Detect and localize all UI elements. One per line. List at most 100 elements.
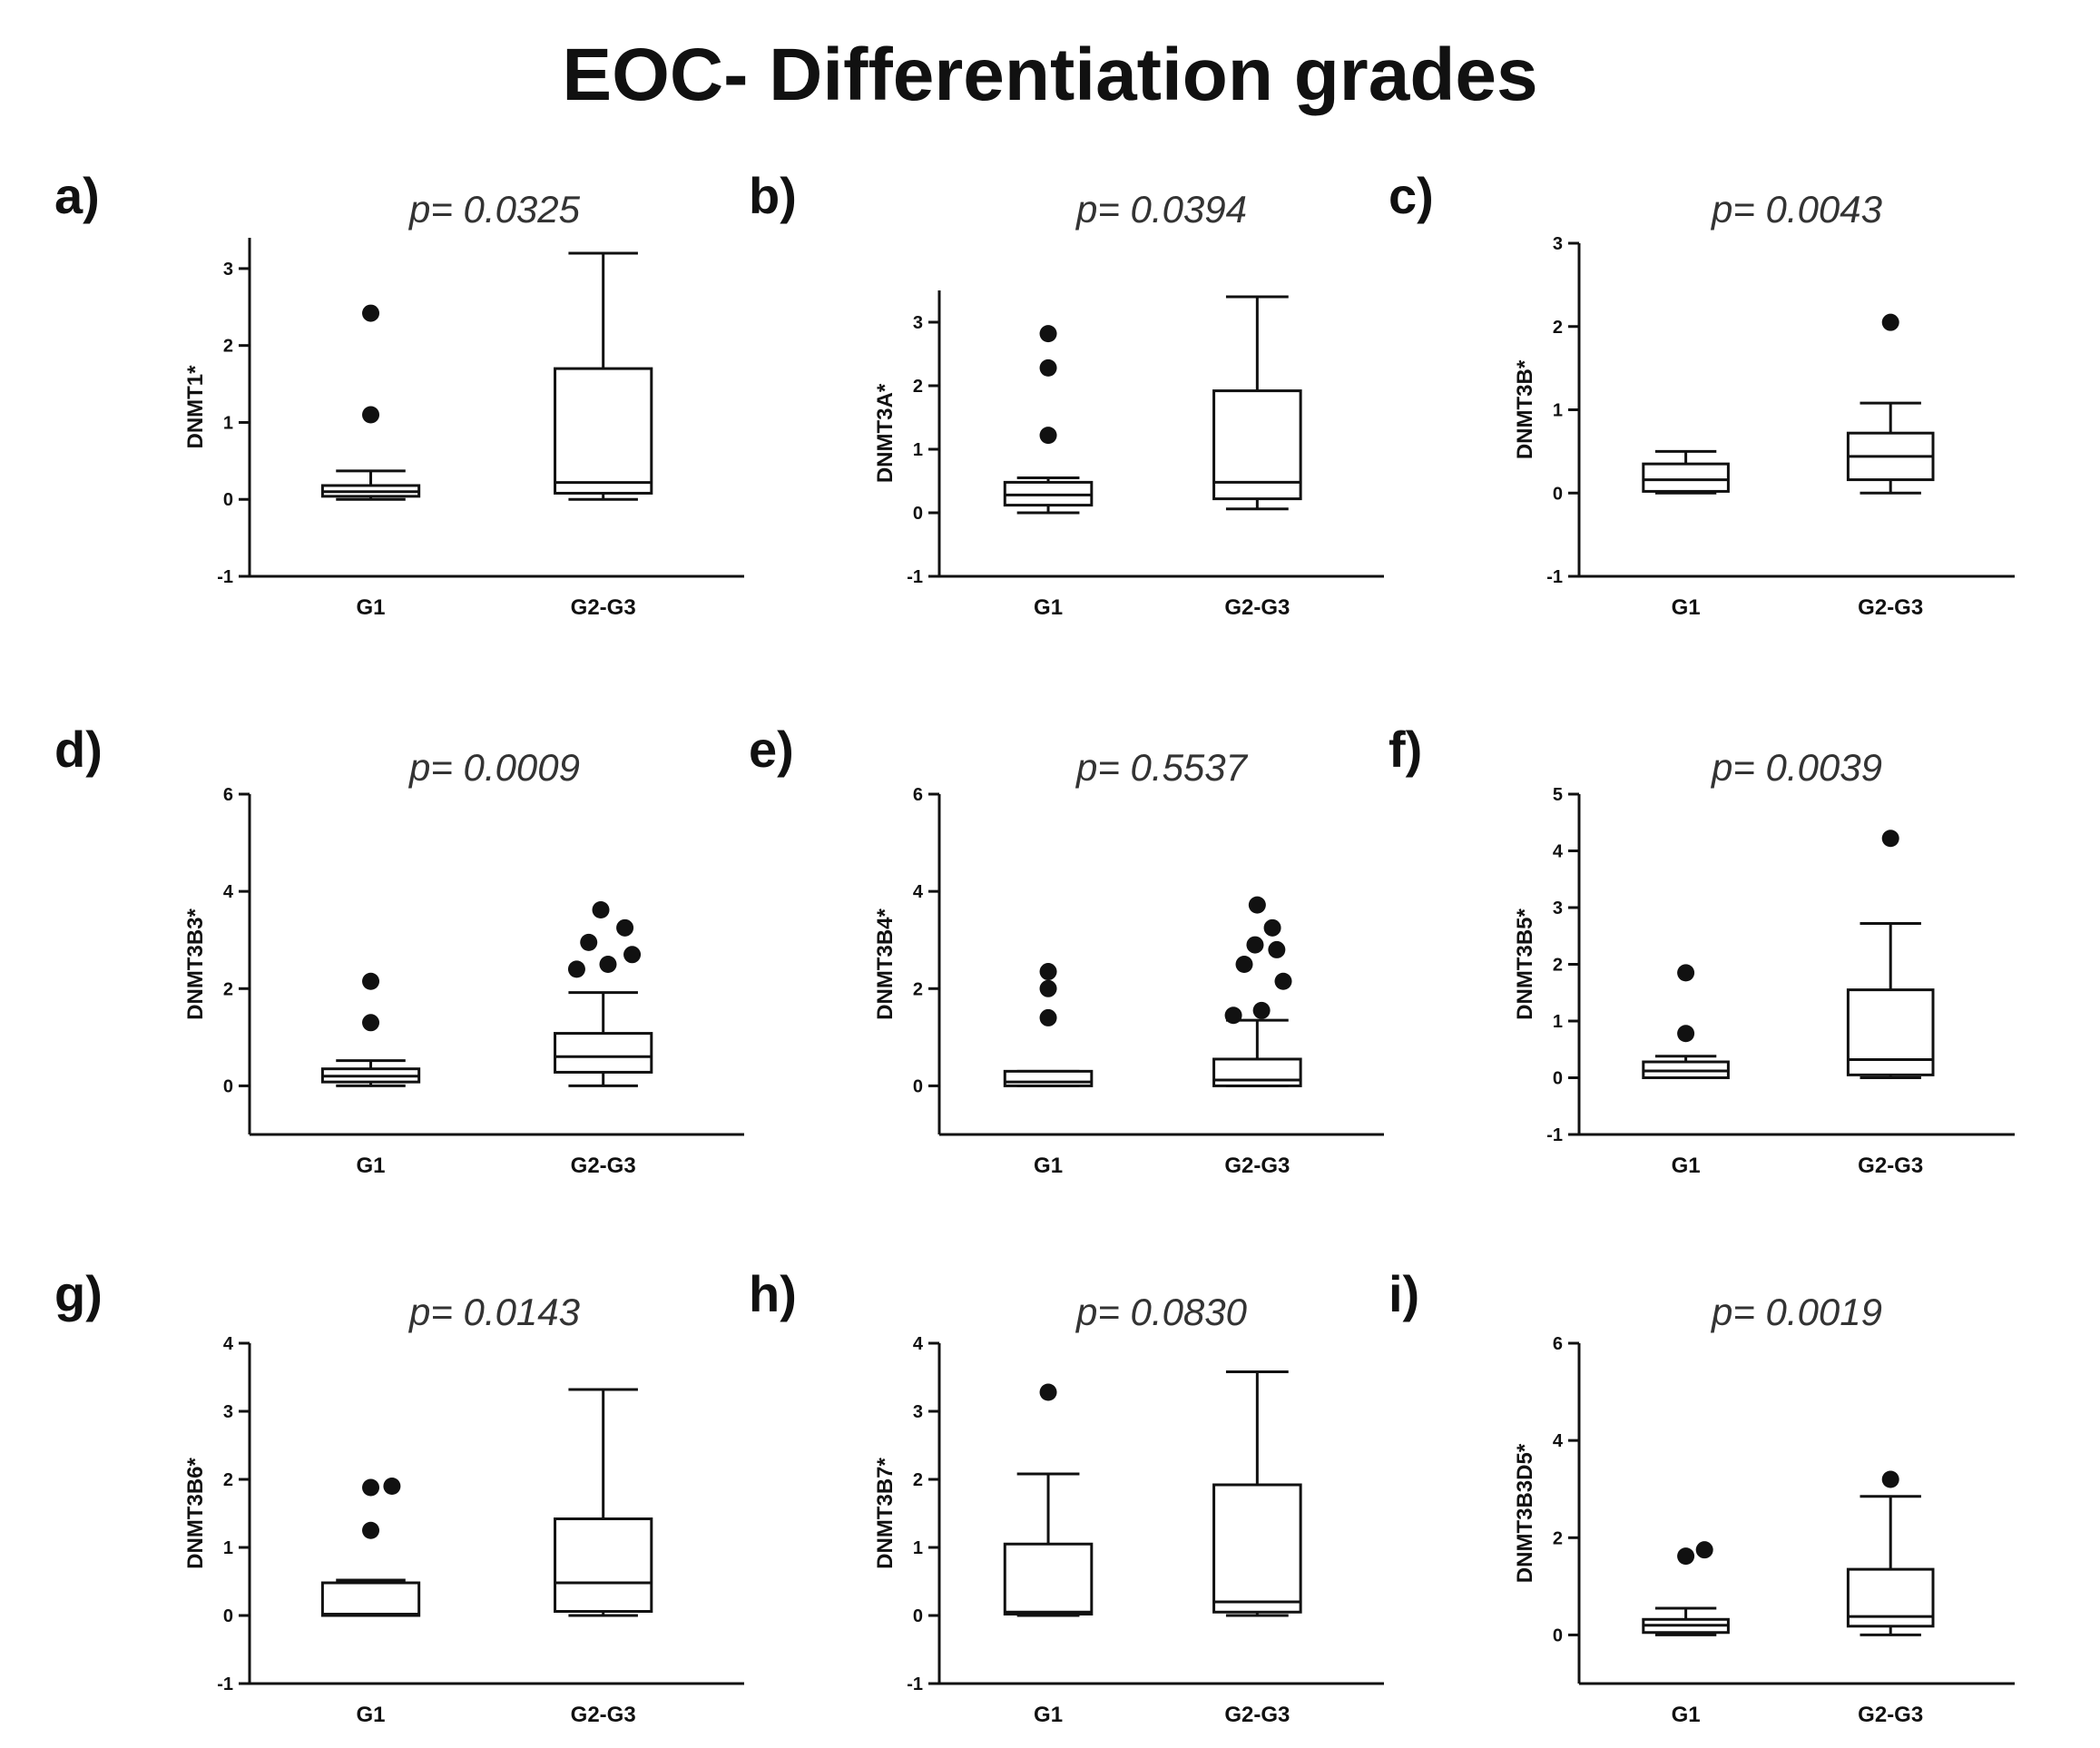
y-tick-label: 2: [913, 377, 923, 397]
y-tick-label: 0: [1553, 1625, 1563, 1645]
y-tick-label: 0: [223, 490, 233, 510]
box-g1: G1: [320, 972, 421, 1178]
x-category-label: G1: [1672, 1154, 1701, 1178]
y-tick-label: 1: [1553, 401, 1563, 421]
y-tick-label: 5: [1553, 785, 1563, 805]
outlier-point: [1695, 1541, 1713, 1559]
box-iqr: [1212, 389, 1302, 501]
panel-i: i) p= 0.0019 6 4 2 0 DNMT3B3D5* G1 G2-G3: [1389, 1265, 2015, 1727]
outlier-point: [592, 901, 610, 918]
box-g1: G1: [1003, 325, 1094, 620]
y-tick-label: 1: [223, 413, 233, 433]
box-g2-g3: G2-G3: [554, 1388, 653, 1727]
p-value-label: p= 0.0394: [1075, 188, 1247, 231]
y-axis-label: DNMT3B4*: [873, 908, 898, 1020]
panel-letter: a): [54, 167, 100, 224]
box-g1: G1: [320, 1478, 421, 1727]
box-iqr: [554, 1032, 653, 1074]
y-tick-label: 3: [223, 260, 233, 280]
outlier-point: [1039, 979, 1057, 997]
x-category-label: G1: [357, 1703, 386, 1727]
y-tick-label: 6: [223, 785, 233, 805]
panel-a: a) p= 0.0325 3 2 1 0 -1 DNMT1* G1 G2-G3: [54, 167, 744, 620]
panel-letter: e): [749, 721, 794, 778]
y-tick-label: 4: [913, 882, 924, 902]
outlier-point: [1039, 1008, 1057, 1026]
outlier-point: [1246, 936, 1264, 954]
y-axis-label: DNMT3B5*: [1513, 908, 1537, 1020]
outlier-point: [1881, 1470, 1899, 1488]
box-iqr: [1003, 1069, 1094, 1087]
y-tick-label: 2: [913, 1470, 923, 1490]
outlier-point: [1039, 963, 1057, 981]
outlier-point: [1677, 1547, 1695, 1566]
outlier-point: [383, 1478, 401, 1495]
x-category-label: G1: [1034, 1154, 1063, 1178]
p-value-label: p= 0.0019: [1710, 1291, 1882, 1333]
y-axis-label: DNMT3B7*: [873, 1458, 898, 1569]
p-value-label: p= 0.5537: [1075, 746, 1249, 789]
box-iqr: [554, 367, 653, 495]
box-g1: G1: [1003, 963, 1094, 1178]
x-category-label: G1: [1672, 595, 1701, 620]
y-tick-label: 1: [913, 440, 923, 460]
x-category-label: G1: [1034, 595, 1063, 620]
box-iqr: [1212, 1483, 1302, 1614]
outlier-point: [599, 956, 617, 973]
y-axis-label: DNMT3B3D5*: [1513, 1443, 1537, 1583]
y-tick-label: 4: [1553, 1431, 1564, 1451]
panel-b: b) p= 0.0394 3 2 1 0 -1 DNMT3A* G1 G2-G3: [749, 167, 1384, 620]
outlier-point: [1224, 1007, 1242, 1025]
box-g2-g3: G2-G3: [1212, 1370, 1302, 1727]
x-category-label: G2-G3: [1858, 1703, 1923, 1727]
outlier-point: [1677, 1025, 1695, 1043]
outlier-point: [1881, 830, 1899, 848]
y-axis-label: DNMT3B6*: [183, 1458, 208, 1569]
outlier-point: [623, 946, 642, 964]
y-tick-label: 0: [913, 1076, 923, 1096]
y-tick-label: 0: [223, 1606, 233, 1626]
outlier-point: [1252, 1001, 1271, 1019]
outlier-point: [616, 918, 634, 937]
x-category-label: G2-G3: [1224, 595, 1290, 620]
y-tick-label: -1: [907, 1674, 923, 1694]
panel-d: d) p= 0.0009 6 4 2 0 DNMT3B3* G1 G2-G3: [54, 721, 744, 1178]
box-g2-g3: G2-G3: [1846, 313, 1935, 620]
y-tick-label: 2: [223, 337, 233, 357]
p-value-label: p= 0.0830: [1075, 1291, 1248, 1333]
outlier-point: [362, 406, 380, 424]
y-tick-label: 6: [913, 785, 923, 805]
panel-f: f) p= 0.0039 5 4 3 2 1 0 -1 DNMT3B5* G1 G2-G3: [1389, 721, 2015, 1178]
box-g2-g3: G2-G3: [1846, 830, 1935, 1178]
outlier-point: [1677, 964, 1695, 982]
y-tick-label: 0: [1553, 484, 1563, 504]
panel-e: e) p= 0.5537 6 4 2 0 DNMT3B4* G1 G2-G3: [749, 721, 1384, 1178]
y-tick-label: -1: [1546, 1125, 1563, 1145]
y-tick-label: 3: [223, 1402, 233, 1422]
x-category-label: G2-G3: [1858, 1154, 1923, 1178]
outlier-point: [362, 1521, 380, 1539]
box-iqr: [1642, 462, 1730, 493]
box-iqr: [320, 1581, 421, 1617]
y-tick-label: 1: [223, 1538, 233, 1558]
x-category-label: G2-G3: [571, 595, 636, 620]
x-category-label: G1: [357, 595, 386, 620]
outlier-point: [362, 1014, 380, 1032]
outlier-point: [1268, 940, 1286, 958]
box-g2-g3: G2-G3: [1212, 896, 1302, 1178]
y-tick-label: 4: [1553, 842, 1564, 862]
box-g2-g3: G2-G3: [554, 901, 653, 1178]
y-axis-label: DNMT3B3*: [183, 908, 208, 1020]
panel-c: c) p= 0.0043 3 2 1 0 -1 DNMT3B* G1 G2-G3: [1389, 167, 2015, 620]
box-g2-g3: G2-G3: [1846, 1470, 1935, 1727]
y-tick-label: 2: [1553, 1528, 1563, 1548]
y-tick-label: 2: [1553, 318, 1563, 338]
box-g2-g3: G2-G3: [1212, 295, 1302, 620]
box-iqr: [1212, 1057, 1302, 1087]
y-tick-label: 1: [1553, 1012, 1563, 1032]
y-tick-label: 0: [1553, 1069, 1563, 1089]
y-tick-label: 4: [223, 882, 234, 902]
x-category-label: G2-G3: [1858, 595, 1923, 620]
x-category-label: G2-G3: [571, 1154, 636, 1178]
panel-letter: h): [749, 1265, 797, 1322]
